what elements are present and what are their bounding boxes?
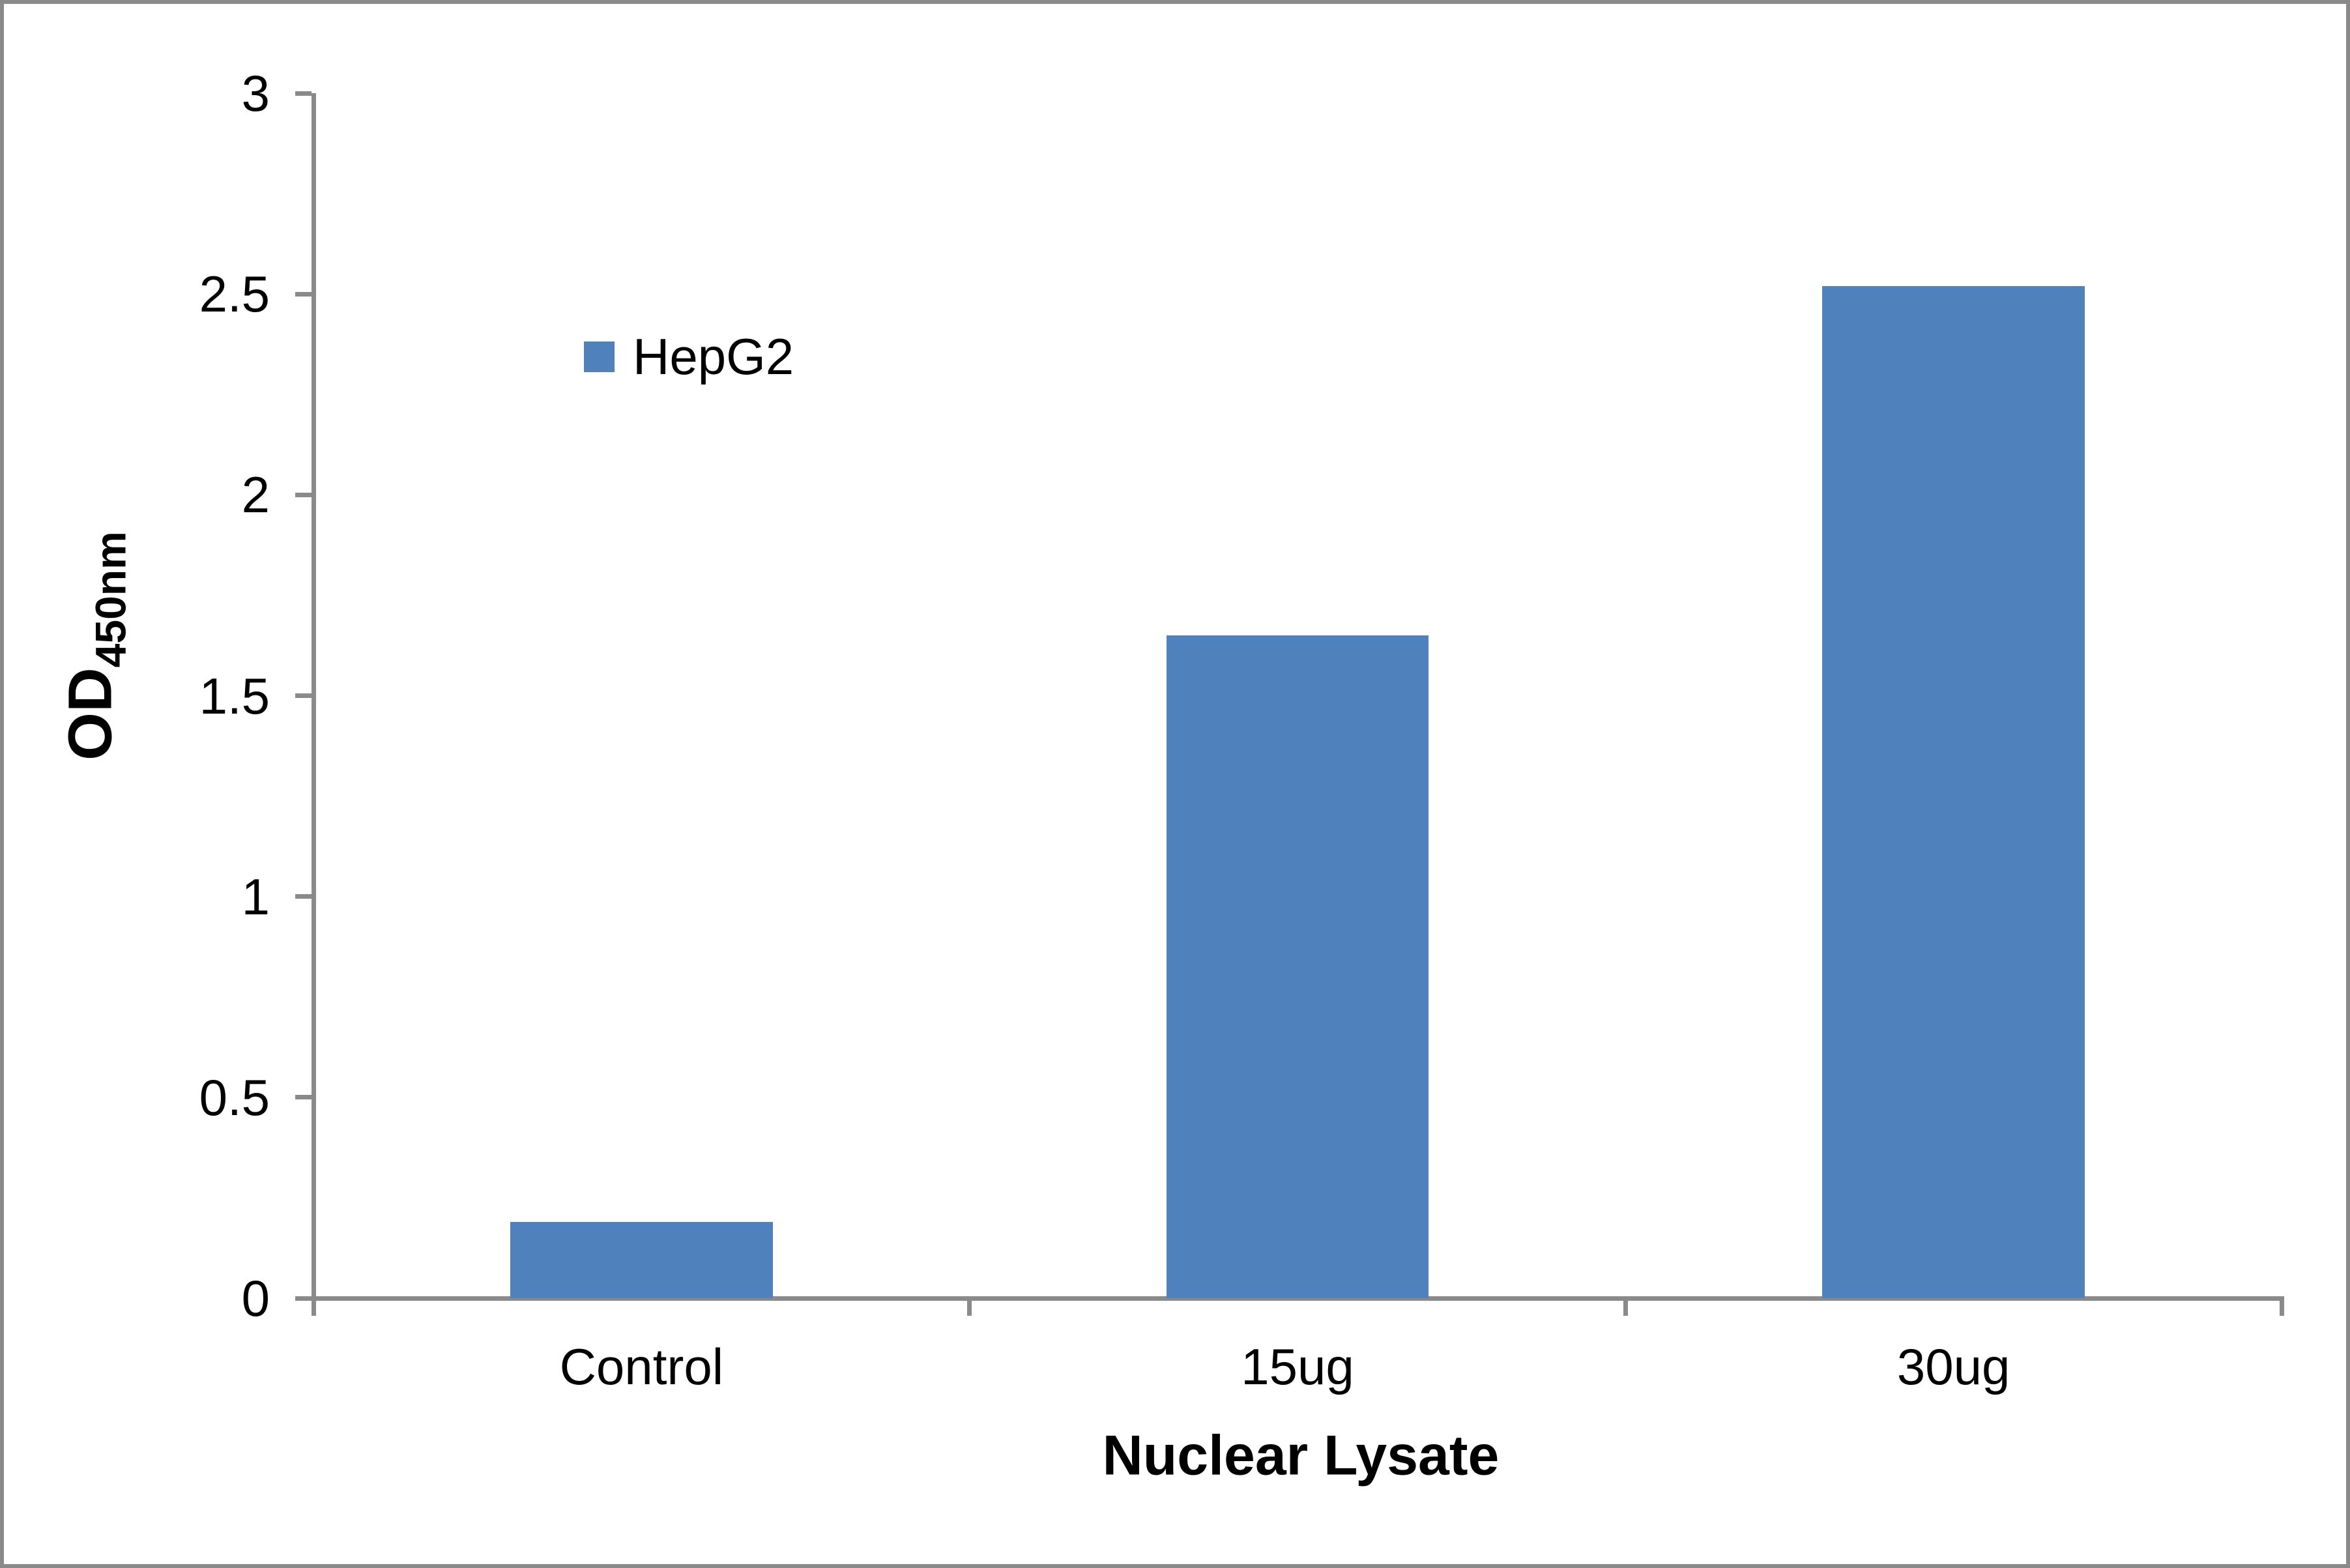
y-axis-line — [311, 93, 316, 1298]
legend-swatch-icon — [584, 341, 615, 372]
y-tick-mark — [295, 291, 312, 297]
x-tick-mark — [311, 1298, 316, 1316]
bar-15ug — [1166, 635, 1429, 1298]
y-tick-mark — [295, 894, 312, 899]
y-tick-mark — [295, 1095, 312, 1100]
y-tick-label: 3 — [241, 65, 270, 122]
bar-30ug — [1822, 285, 2085, 1298]
bar-Control — [510, 1221, 773, 1298]
category-label: 15ug — [1241, 1338, 1354, 1395]
y-tick-label: 1 — [241, 867, 270, 925]
y-tick-label: 0 — [241, 1270, 270, 1327]
y-tick-mark — [295, 693, 312, 698]
y-tick-label: 2.5 — [199, 265, 270, 323]
y-tick-label: 1.5 — [199, 667, 270, 725]
y-tick-mark — [295, 91, 312, 96]
category-label: Control — [559, 1338, 724, 1395]
y-tick-label: 0.5 — [199, 1068, 270, 1126]
legend-label: HepG2 — [633, 328, 794, 385]
x-tick-mark — [1623, 1298, 1628, 1316]
y-tick-label: 2 — [241, 466, 270, 524]
x-axis-line — [311, 1296, 2284, 1301]
x-tick-mark — [967, 1298, 972, 1316]
legend: HepG2 — [584, 328, 794, 385]
y-tick-mark — [295, 492, 312, 497]
y-axis-title-subscript: 450nm — [86, 531, 135, 668]
y-tick-mark — [295, 1296, 312, 1301]
category-label: 30ug — [1896, 1338, 2010, 1395]
x-axis-title: Nuclear Lysate — [1102, 1424, 1500, 1487]
y-axis-title: OD450nm — [55, 531, 136, 761]
x-tick-mark — [2279, 1298, 2284, 1316]
y-axis-title-main: OD — [55, 667, 125, 761]
